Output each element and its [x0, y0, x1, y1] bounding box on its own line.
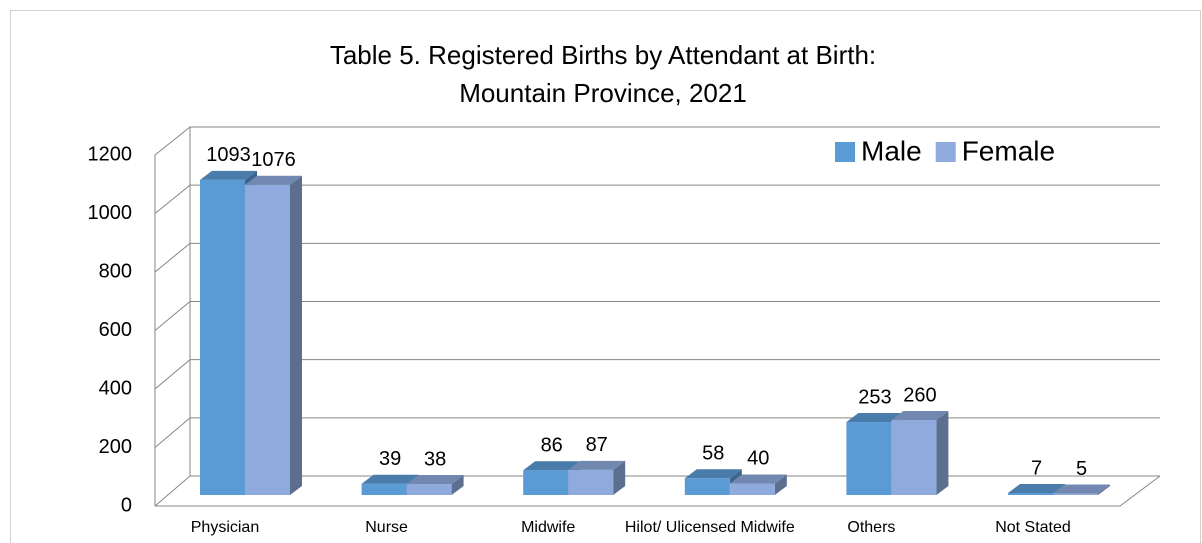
- y-tick-label: 400: [99, 377, 132, 399]
- legend-swatch: [935, 142, 956, 162]
- grid-line: [154, 359, 1160, 390]
- legend-label: Male: [861, 135, 922, 166]
- bar-top: [245, 175, 302, 185]
- y-tick-label: 600: [99, 319, 132, 341]
- legend-label: Female: [962, 135, 1055, 166]
- bar-top: [729, 474, 787, 484]
- data-label: 86: [541, 434, 563, 456]
- bar-side: [451, 475, 464, 495]
- bar-front: [846, 422, 892, 495]
- x-tick-label: Not Stated: [995, 519, 1071, 536]
- data-label: 58: [702, 443, 724, 465]
- data-label: 38: [424, 448, 446, 470]
- bar-top: [1008, 483, 1065, 493]
- y-tick-label: 0: [121, 494, 132, 516]
- data-label: 39: [379, 448, 401, 470]
- y-tick-label: 1000: [88, 202, 133, 224]
- bar: [406, 475, 464, 495]
- bar-side: [774, 474, 787, 495]
- bar-front: [891, 420, 937, 495]
- x-tick-label: Others: [847, 519, 895, 536]
- data-label: 87: [586, 434, 608, 456]
- y-tick-label: 1200: [88, 143, 133, 165]
- data-label: 40: [747, 448, 769, 470]
- data-label: 1076: [251, 149, 296, 171]
- bar-top: [684, 469, 742, 479]
- data-label: 253: [858, 386, 891, 408]
- grid-line: [154, 301, 1160, 331]
- bar-front: [684, 478, 730, 495]
- bar-top: [891, 411, 949, 421]
- x-tick-label: Physician: [191, 519, 259, 536]
- bar-top: [200, 170, 257, 180]
- bar-top: [846, 413, 904, 423]
- bar-top: [523, 461, 581, 471]
- bar-front: [245, 184, 290, 495]
- bar-top: [568, 460, 626, 470]
- bar: [891, 411, 949, 495]
- bar: [245, 175, 302, 495]
- x-tick-label: Midwife: [521, 519, 575, 536]
- bar-front: [200, 179, 245, 495]
- bar: [729, 474, 787, 495]
- bar-side: [936, 411, 949, 495]
- bar-front: [1053, 493, 1098, 495]
- bar-top: [406, 475, 464, 485]
- data-label: 260: [903, 384, 936, 406]
- data-label: 7: [1031, 457, 1042, 479]
- data-label: 5: [1076, 458, 1087, 480]
- x-tick-label: Hilot/ Ulicensed Midwife: [625, 519, 795, 536]
- bar-front: [1008, 492, 1053, 495]
- bar: [1053, 484, 1110, 495]
- y-tick-label: 800: [99, 260, 132, 282]
- bar-front: [729, 483, 775, 495]
- grid-line: [154, 242, 1160, 273]
- legend-swatch: [835, 142, 855, 162]
- chart-title: Table 5. Registered Births by Attendant …: [330, 40, 876, 70]
- grid-line: [154, 475, 1160, 507]
- bar-front: [406, 484, 452, 495]
- bar-front: [361, 483, 407, 495]
- bar-front: [568, 469, 614, 495]
- y-tick-label: 200: [99, 436, 132, 458]
- bar-side: [613, 460, 626, 495]
- bar-side: [290, 175, 302, 495]
- bar-top: [1053, 484, 1110, 494]
- bar-top: [361, 474, 419, 484]
- chart-subtitle: Mountain Province, 2021: [459, 78, 747, 108]
- data-label: 1093: [206, 144, 251, 166]
- bar-front: [523, 470, 569, 495]
- grid-line: [154, 184, 1160, 214]
- bar: [568, 460, 626, 495]
- x-tick-label: Nurse: [365, 519, 408, 536]
- bar: [684, 469, 742, 495]
- grid-line: [154, 417, 1160, 448]
- bar-side: [1098, 484, 1110, 495]
- grid-line: [154, 126, 1160, 156]
- floor: [155, 475, 1161, 507]
